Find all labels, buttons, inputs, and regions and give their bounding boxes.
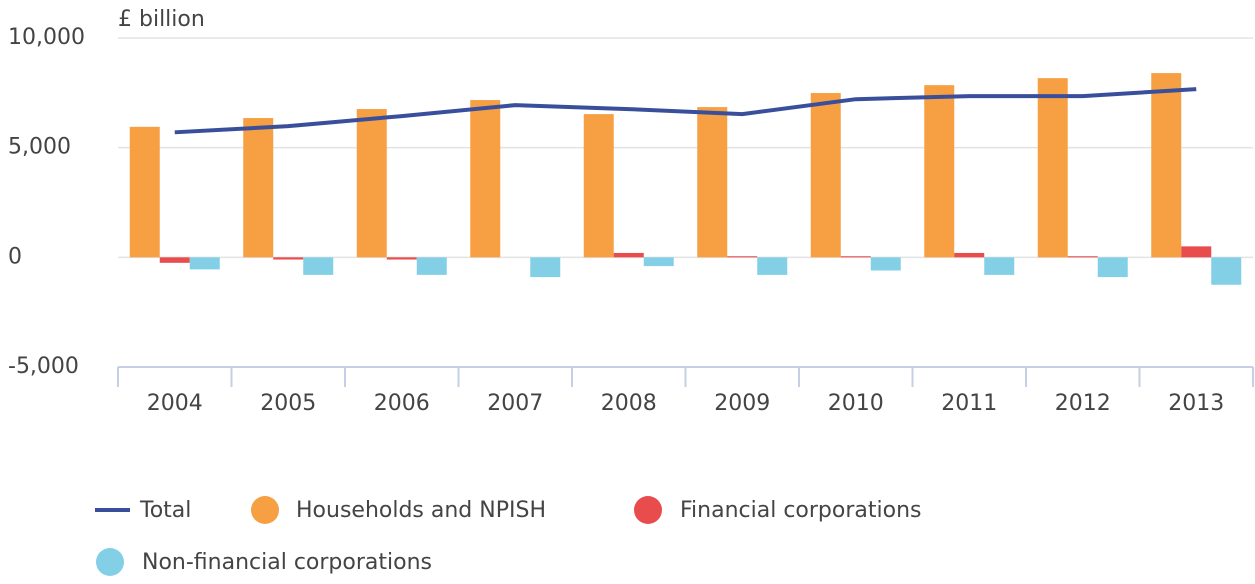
bar [643,257,674,267]
legend-swatch [634,496,662,524]
bar [470,100,501,258]
x-tick-label: 2010 [828,391,884,416]
y-tick-label: -5,000 [8,354,79,379]
bar [870,257,901,271]
x-tick-label: 2007 [487,391,543,416]
bar [129,126,160,258]
bar [189,257,220,270]
x-tick-label: 2012 [1055,391,1111,416]
line [174,87,1197,135]
bar [159,257,190,263]
bar [243,118,274,258]
legend-label: Financial corporations [680,498,921,523]
y-tick-label: 5,000 [8,135,71,160]
bar [1151,73,1182,258]
y-tick-label: 0 [8,244,22,269]
x-tick-label: 2011 [941,391,997,416]
x-tick-label: 2005 [260,391,316,416]
bar [1181,246,1212,258]
legend-label: Households and NPISH [296,498,546,523]
y-tick-label: 10,000 [8,25,85,50]
bar [727,256,758,258]
x-tick-label: 2008 [601,391,657,416]
bar [954,252,985,258]
bar [273,257,304,260]
x-tick-label: 2009 [714,391,770,416]
bar [386,257,417,260]
bar [984,257,1015,275]
x-tick-label: 2006 [374,391,430,416]
bar [303,257,334,275]
bar [810,93,841,258]
bar [583,114,614,258]
bar [924,85,955,258]
bar [356,109,387,258]
bar [1097,257,1128,278]
bar [757,257,788,275]
bar [697,107,728,258]
legend-label: Non-financial corporations [142,550,432,575]
y-axis-label: £ billion [118,7,205,32]
bar [416,257,447,275]
bar [1211,257,1242,285]
bar [840,256,871,258]
legend-swatch [251,496,279,524]
bar [1037,78,1068,258]
bar [1067,256,1098,258]
bar [530,257,561,278]
x-tick-label: 2013 [1168,391,1224,416]
legend-swatch [96,548,124,576]
x-tick-label: 2004 [147,391,203,416]
bar [613,252,644,258]
legend-label: Total [139,498,191,523]
